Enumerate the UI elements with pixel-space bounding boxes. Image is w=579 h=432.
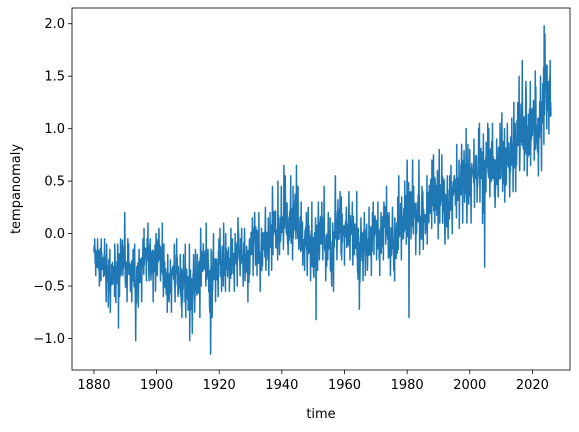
x-tick-label: 1900 — [140, 378, 173, 393]
x-tick-label: 1880 — [77, 378, 110, 393]
y-tick-label: −0.5 — [33, 280, 65, 295]
y-axis-label: tempanomaly — [9, 144, 24, 234]
y-tick-label: 1.5 — [44, 70, 65, 85]
axes-frame — [71, 7, 571, 371]
ticks: 1880 1900 1920 1940 1960 1980 2000 2020 −1.0 −0.5… — [33, 17, 549, 393]
series-line — [93, 25, 552, 356]
y-tick-label: 2.0 — [44, 17, 65, 32]
y-tick-label: −1.0 — [33, 332, 65, 347]
y-tick-label: 1.0 — [44, 122, 65, 137]
plot-area — [93, 25, 552, 356]
x-tick-label: 1920 — [203, 378, 236, 393]
x-tick-label: 2020 — [516, 378, 549, 393]
y-tick-label: 0.5 — [44, 175, 65, 190]
x-tick-label: 2000 — [453, 378, 486, 393]
x-tick-label: 1960 — [328, 378, 361, 393]
y-tick-label: 0.0 — [44, 227, 65, 242]
x-tick-label: 1940 — [265, 378, 298, 393]
x-tick-label: 1980 — [391, 378, 424, 393]
x-axis-label: time — [306, 407, 335, 422]
